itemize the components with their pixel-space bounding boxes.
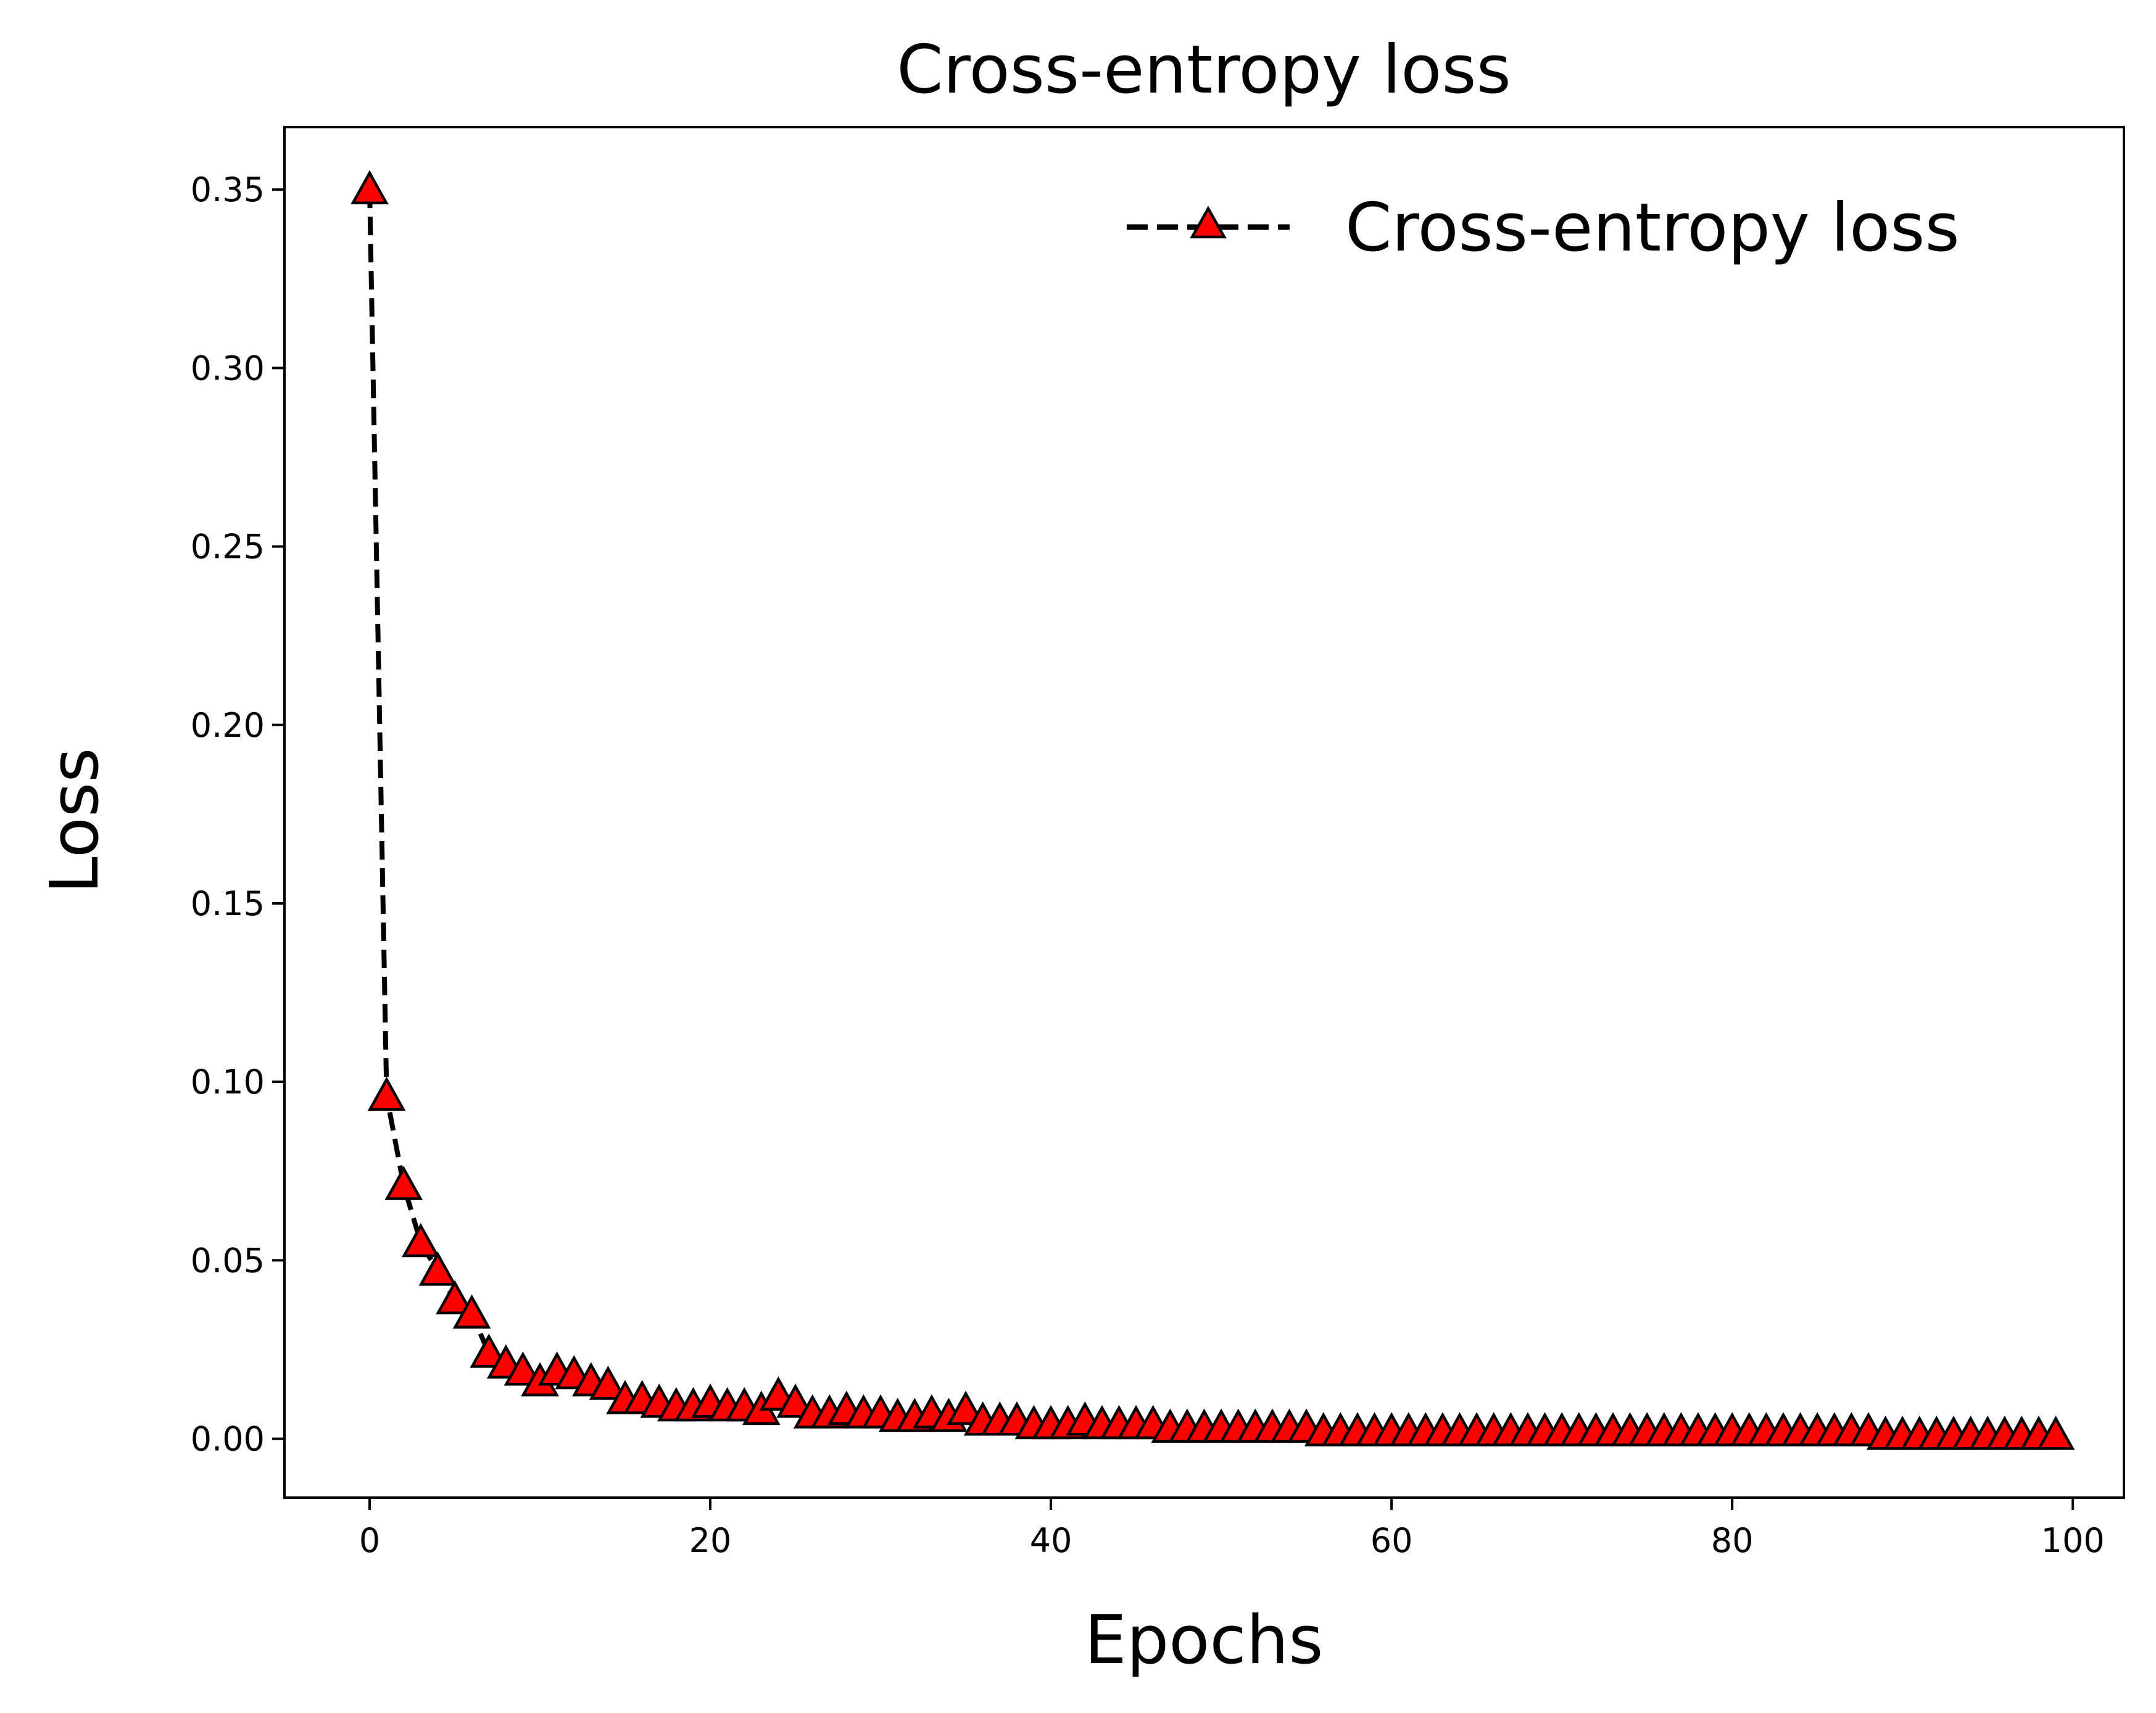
data-point-marker xyxy=(418,1251,457,1286)
y-tick-label: 0.25 xyxy=(191,528,265,566)
y-tick-label: 0.05 xyxy=(191,1241,265,1280)
data-point-marker xyxy=(436,1280,474,1314)
data-point-marker xyxy=(776,1383,815,1418)
y-tick-label: 0.35 xyxy=(191,170,265,209)
data-point-marker xyxy=(947,1390,985,1425)
x-tick-label: 0 xyxy=(359,1521,380,1560)
data-point-marker xyxy=(2036,1416,2075,1450)
x-tick-label: 80 xyxy=(1711,1521,1754,1560)
x-tick-label: 60 xyxy=(1370,1521,1413,1560)
data-point-marker xyxy=(470,1333,508,1368)
axes-frame xyxy=(283,126,2125,1499)
axes: 0 20 40 60 80 100 0.00 0.05 0.10 0.15 0.20 0.25 0.30… xyxy=(191,126,2125,1560)
x-tick-label: 40 xyxy=(1030,1521,1072,1560)
x-axis-label: Epochs xyxy=(1085,1602,1324,1679)
series-line xyxy=(367,189,2056,1438)
y-tick-label: 0.30 xyxy=(191,349,265,388)
x-tick-label: 100 xyxy=(2041,1521,2105,1560)
data-point-marker xyxy=(504,1351,542,1386)
x-tick-label: 20 xyxy=(689,1521,732,1560)
y-tick-label: 0.20 xyxy=(191,706,265,745)
y-tick-label: 0.00 xyxy=(191,1420,265,1459)
data-point-marker xyxy=(384,1166,423,1200)
data-point-marker xyxy=(350,170,389,205)
y-tick-label: 0.15 xyxy=(191,884,265,923)
data-point-marker xyxy=(589,1366,628,1400)
y-axis-label: Loss xyxy=(36,748,114,894)
data-point-marker xyxy=(452,1294,491,1329)
plot-area xyxy=(350,170,2075,1450)
data-point-marker xyxy=(367,1076,406,1111)
y-tick-label: 0.10 xyxy=(191,1063,265,1101)
chart-title: Cross-entropy loss xyxy=(897,31,1511,109)
legend-label: Cross-entropy loss xyxy=(1345,189,1960,267)
legend: Cross-entropy loss xyxy=(1127,189,1960,267)
legend-marker-icon xyxy=(1190,205,1227,239)
data-point-marker xyxy=(401,1222,440,1258)
